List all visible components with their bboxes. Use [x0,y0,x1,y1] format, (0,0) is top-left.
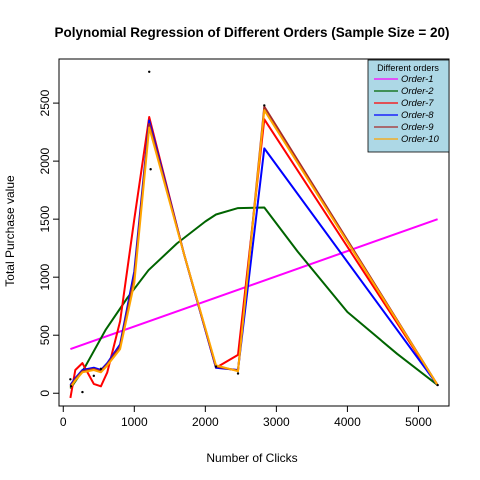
y-tick-label: 0 [38,390,52,397]
x-axis-label: Number of Clicks [206,451,297,465]
x-tick-label: 4000 [334,415,361,429]
data-point [236,372,240,375]
x-tick-label: 1000 [121,415,148,429]
data-point [149,168,152,171]
series-line-order-1 [70,218,438,351]
data-point [263,104,266,107]
x-axis: 0 1000 2000 3000 4000 5000 [60,406,432,429]
data-point [436,383,439,387]
data-point [214,365,218,368]
y-tick-label: 1500 [38,205,52,232]
legend-label-order-2: Order-2 [401,86,434,97]
data-point [69,378,72,381]
legend-box [367,59,450,153]
y-tick-label: 500 [38,325,52,345]
legend-label-order-7: Order-7 [401,98,434,109]
legend-title: Different orders [377,63,439,73]
legend-label-order-9: Order-9 [401,122,434,133]
series-line-order-8 [69,119,439,386]
y-tick-label: 1000 [38,264,52,291]
series-line-order-10 [69,109,439,388]
data-point [81,390,84,394]
legend-label-order-10: Order-10 [401,134,440,145]
chart-title: Polynomial Regression of Different Order… [55,25,450,40]
series-line-order-7 [69,116,439,399]
data-point [69,385,73,388]
data-point [92,374,96,378]
x-tick-label: 5000 [405,415,432,429]
legend-label-order-1: Order-1 [401,74,434,85]
y-tick-label: 2500 [38,89,52,116]
plot-frame [58,58,450,407]
legend-label-order-8: Order-8 [401,110,434,121]
series-line-order-2 [69,206,439,390]
legend: Different orders Order-1Order-2Order-7Or… [367,59,450,153]
y-tick-label: 2000 [38,147,52,174]
series-layer [69,105,439,399]
points-layer [69,70,439,394]
legend-items: Order-1Order-2Order-7Order-8Order-9Order… [374,74,440,145]
x-tick-label: 2000 [192,415,219,429]
y-axis: 0 500 1000 1500 2000 2500 [38,89,59,397]
x-tick-label: 0 [60,415,67,429]
x-tick-label: 3000 [263,415,290,429]
data-point [99,367,103,371]
y-axis-label: Total Purchase value [3,175,17,287]
data-point [148,70,151,73]
